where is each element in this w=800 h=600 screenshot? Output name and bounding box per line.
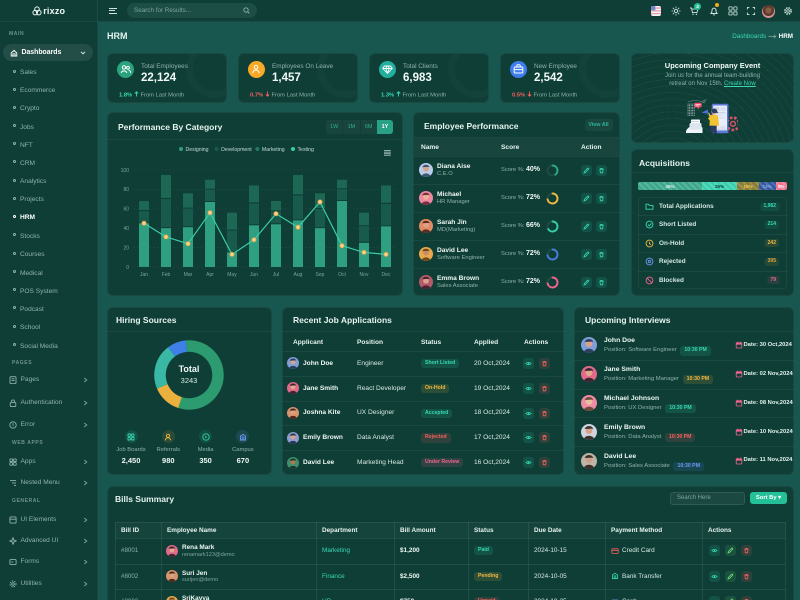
svg-text:Dec: Dec (382, 272, 391, 278)
svg-text:100: 100 (121, 168, 130, 174)
svg-text:20: 20 (123, 245, 129, 251)
svg-text:Marketing: Marketing (262, 147, 285, 153)
svg-text:Testing: Testing (297, 147, 314, 153)
svg-text:60: 60 (123, 207, 129, 213)
svg-text:Jul: Jul (273, 272, 279, 278)
svg-text:May: May (227, 272, 237, 278)
svg-text:Jun: Jun (250, 272, 258, 278)
svg-text:3243: 3243 (181, 376, 198, 385)
svg-text:Total: Total (179, 364, 200, 374)
svg-text:Aug: Aug (294, 272, 303, 278)
svg-text:Designing: Designing (186, 147, 209, 153)
svg-text:Apr: Apr (206, 272, 214, 278)
svg-text:Sep: Sep (316, 272, 325, 278)
svg-text:Nov: Nov (360, 272, 369, 278)
svg-text:Jan: Jan (140, 272, 148, 278)
svg-text:Feb: Feb (162, 272, 171, 278)
svg-text:80: 80 (123, 187, 129, 193)
svg-text:Mar: Mar (184, 272, 193, 278)
svg-text:40: 40 (123, 226, 129, 232)
svg-text:Development: Development (221, 147, 252, 153)
svg-text:Oct: Oct (338, 272, 346, 278)
svg-text:0: 0 (126, 265, 129, 271)
